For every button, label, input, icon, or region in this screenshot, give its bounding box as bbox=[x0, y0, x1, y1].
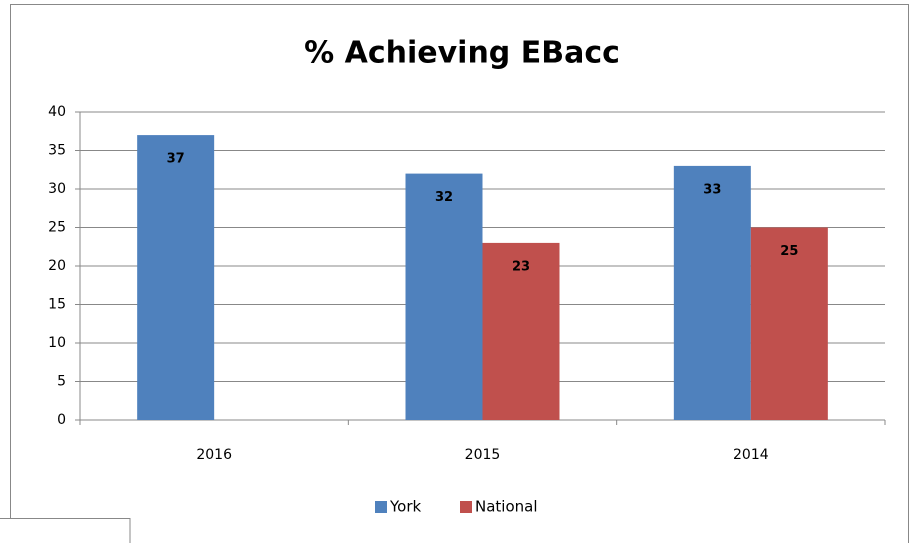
bar bbox=[750, 227, 828, 420]
y-tick-label: 40 bbox=[48, 104, 66, 120]
overlap-box bbox=[0, 518, 131, 547]
y-tick-label: 25 bbox=[48, 220, 66, 236]
bar bbox=[673, 165, 751, 420]
x-tick-label: 2014 bbox=[733, 447, 769, 463]
data-label: 23 bbox=[512, 259, 530, 274]
legend-swatch bbox=[375, 501, 387, 513]
y-tick-label: 30 bbox=[48, 181, 66, 197]
y-tick-label: 20 bbox=[48, 258, 66, 274]
bar bbox=[482, 242, 560, 420]
data-label: 33 bbox=[703, 182, 721, 197]
y-tick-label: 5 bbox=[57, 374, 66, 390]
legend-swatch bbox=[460, 501, 472, 513]
y-tick-label: 15 bbox=[48, 297, 66, 313]
y-tick-label: 0 bbox=[57, 412, 66, 428]
x-tick-label: 2016 bbox=[196, 447, 232, 463]
legend-label: National bbox=[475, 498, 538, 516]
data-label: 37 bbox=[167, 152, 185, 167]
y-tick-label: 10 bbox=[48, 335, 66, 351]
bar bbox=[137, 135, 215, 420]
data-label: 32 bbox=[435, 190, 453, 205]
legend-label: York bbox=[389, 498, 422, 516]
chart-title: % Achieving EBacc bbox=[304, 36, 620, 71]
data-label: 25 bbox=[780, 244, 798, 259]
x-tick-label: 2015 bbox=[465, 447, 501, 463]
y-tick-label: 35 bbox=[48, 143, 66, 159]
bar bbox=[405, 173, 483, 420]
